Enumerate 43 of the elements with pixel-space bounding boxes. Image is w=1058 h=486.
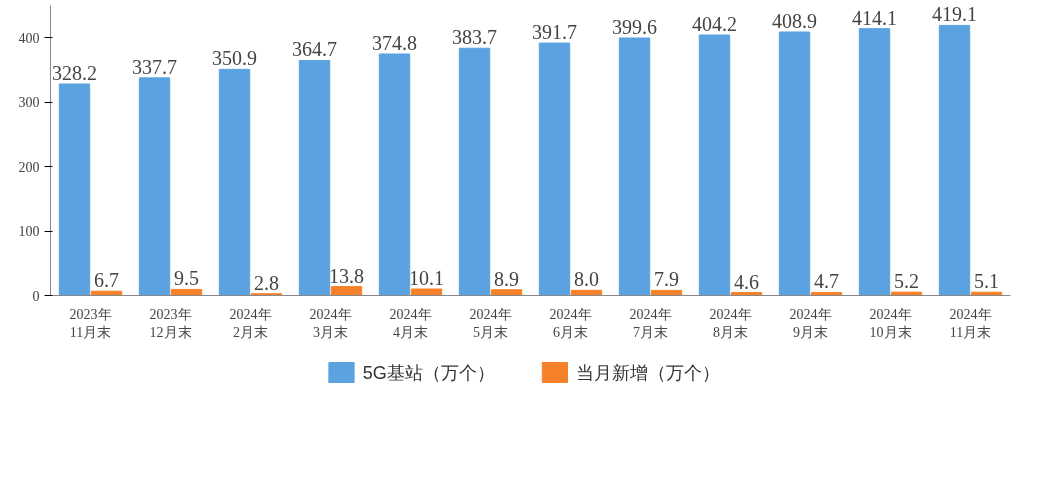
x-tick-label: 2024年 7月末 [629,306,672,340]
y-tick-label: 400 [18,30,40,46]
y-tick-label: 0 [32,288,40,304]
legend-label: 5G基站（万个） [362,362,495,383]
x-tick-label: 2024年 4月末 [389,306,432,340]
data-label: 399.6 [612,15,657,38]
data-label: 13.8 [329,264,364,287]
data-label: 6.7 [94,269,119,292]
x-tick-label: 2024年 10月末 [869,306,912,340]
x-tick-label: 2024年 3月末 [309,306,352,340]
x-tick-label: 2024年 5月末 [469,306,512,340]
y-tick-label: 200 [18,159,40,175]
data-label: 5.1 [974,270,999,293]
data-label: 4.7 [814,270,839,293]
data-label: 374.8 [372,31,417,54]
x-tick-label: 2024年 6月末 [549,306,592,340]
data-label: 419.1 [932,3,977,26]
x-tick-label: 2024年 8月末 [709,306,752,340]
data-label: 10.1 [409,266,444,289]
data-label: 414.1 [852,6,897,29]
x-tick-label: 2024年 11月末 [949,306,992,340]
legend-label: 当月新增（万个） [576,362,721,383]
data-label: 2.8 [254,271,279,294]
data-label: 5.2 [894,270,919,293]
x-tick-label: 2024年 9月末 [789,306,832,340]
data-label: 404.2 [692,13,737,36]
data-label: 383.7 [452,26,497,49]
data-label: 4.6 [734,270,759,293]
data-label: 408.9 [772,9,817,32]
data-label: 364.7 [292,38,337,61]
data-label: 350.9 [212,47,257,70]
x-tick-label: 2023年 12月末 [149,306,192,340]
data-label: 9.5 [174,267,199,290]
data-label: 391.7 [532,21,577,44]
data-label: 8.9 [494,267,519,290]
y-tick-label: 100 [18,224,40,240]
data-label: 328.2 [52,61,97,84]
x-tick-label: 2024年 2月末 [229,306,272,340]
data-label: 337.7 [132,55,177,78]
x-tick-label: 2023年 11月末 [69,306,112,340]
data-label: 7.9 [654,268,679,291]
y-tick-label: 300 [18,95,40,111]
data-label: 8.0 [574,268,599,291]
